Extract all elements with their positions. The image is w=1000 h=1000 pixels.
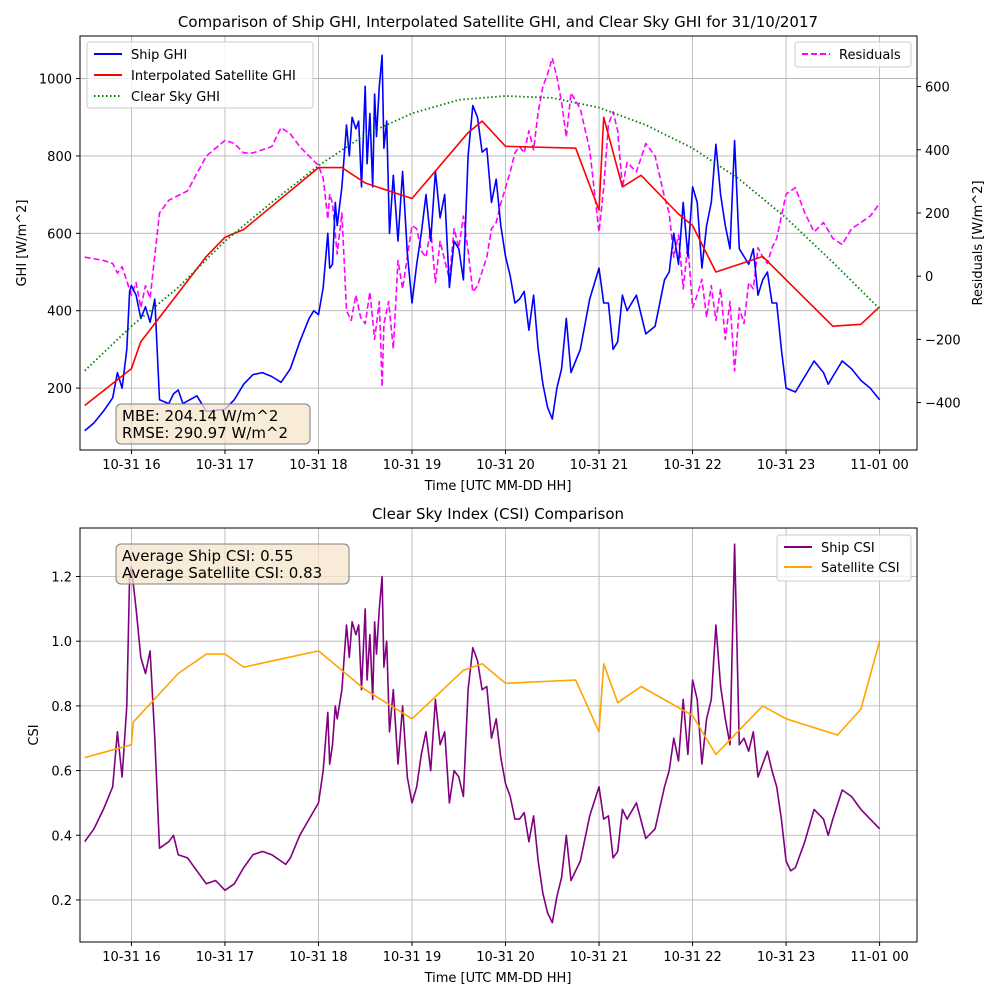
y-tick-label: 1.0 <box>51 635 72 650</box>
series-line-ship-csi <box>84 543 881 924</box>
csi-plot-frame <box>79 527 918 943</box>
y-tick-label: 800 <box>47 150 72 165</box>
y-tick-label: 0.4 <box>51 829 72 844</box>
y2-tick-label: 400 <box>925 144 950 159</box>
series-line-interpolated-satellite-ghi <box>84 116 881 407</box>
legend-label-ship-ghi: Ship GHI <box>131 48 187 63</box>
y2-tick-label: 0 <box>925 270 933 285</box>
x-tick-label: 10-31 20 <box>476 458 534 473</box>
legend-label-satellite-ghi: Interpolated Satellite GHI <box>131 69 296 84</box>
ghi-y-axis-label: GHI [W/m^2] <box>15 199 30 286</box>
legend-label-ship-csi: Ship CSI <box>821 541 875 556</box>
x-tick-label: 11-01 00 <box>850 950 908 965</box>
y-tick-label: 1.2 <box>51 571 72 586</box>
x-tick-label: 10-31 21 <box>570 950 628 965</box>
x-tick-label: 10-31 18 <box>289 950 347 965</box>
series-line-ship-ghi <box>84 54 881 432</box>
y2-tick-label: −200 <box>925 333 961 348</box>
x-tick-label: 10-31 22 <box>663 458 721 473</box>
csi-y-axis-label: CSI <box>27 724 42 745</box>
csi-panel: Clear Sky Index (CSI) Comparison 10-31 1… <box>27 505 918 986</box>
ghi-plot-frame <box>79 35 918 451</box>
avg-ship-csi-text: Average Ship CSI: 0.55 <box>122 547 294 565</box>
legend-label-satellite-csi: Satellite CSI <box>821 561 900 576</box>
rmse-text: RMSE: 290.97 W/m^2 <box>122 424 288 442</box>
x-tick-label: 10-31 17 <box>196 458 254 473</box>
residuals-legend: Residuals <box>794 41 912 68</box>
y-tick-label: 0.8 <box>51 700 72 715</box>
y-tick-label: 0.6 <box>51 765 72 780</box>
y-tick-label: 600 <box>47 227 72 242</box>
csi-chart-title: Clear Sky Index (CSI) Comparison <box>372 505 624 523</box>
avg-satellite-csi-text: Average Satellite CSI: 0.83 <box>122 564 322 582</box>
y-tick-label: 1000 <box>39 73 72 88</box>
series-line-residuals <box>84 57 881 388</box>
x-tick-label: 10-31 16 <box>102 950 160 965</box>
legend-label-residuals: Residuals <box>839 48 901 63</box>
y-tick-label: 400 <box>47 305 72 320</box>
y-tick-label: 200 <box>47 382 72 397</box>
ghi-legend: Ship GHI Interpolated Satellite GHI Clea… <box>86 41 314 109</box>
x-tick-label: 10-31 16 <box>102 458 160 473</box>
csi-legend: Ship CSI Satellite CSI <box>776 534 912 582</box>
csi-x-axis-label: Time [UTC MM-DD HH] <box>424 971 572 986</box>
y2-tick-label: −400 <box>925 397 961 412</box>
ghi-stats-annotation: MBE: 204.14 W/m^2 RMSE: 290.97 W/m^2 <box>115 403 311 445</box>
series-line-clear-sky-ghi <box>84 95 881 372</box>
ghi-x-axis-label: Time [UTC MM-DD HH] <box>424 479 572 494</box>
x-tick-label: 10-31 17 <box>196 950 254 965</box>
residuals-y-axis-label: Residuals [W/m^2] <box>971 180 986 305</box>
y2-tick-label: 600 <box>925 81 950 96</box>
x-tick-label: 11-01 00 <box>850 458 908 473</box>
y-tick-label: 0.2 <box>51 894 72 909</box>
y2-tick-label: 200 <box>925 207 950 222</box>
x-tick-label: 10-31 18 <box>289 458 347 473</box>
x-tick-label: 10-31 22 <box>663 950 721 965</box>
ghi-chart-title: Comparison of Ship GHI, Interpolated Sat… <box>178 13 818 31</box>
x-tick-label: 10-31 21 <box>570 458 628 473</box>
legend-label-clear-sky-ghi: Clear Sky GHI <box>131 90 220 105</box>
x-tick-label: 10-31 20 <box>476 950 534 965</box>
mbe-text: MBE: 204.14 W/m^2 <box>122 407 278 425</box>
csi-stats-annotation: Average Ship CSI: 0.55 Average Satellite… <box>115 543 350 585</box>
ghi-panel: Comparison of Ship GHI, Interpolated Sat… <box>15 13 986 494</box>
series-line-satellite-csi <box>84 640 881 759</box>
x-tick-label: 10-31 19 <box>383 950 441 965</box>
x-tick-label: 10-31 19 <box>383 458 441 473</box>
x-tick-label: 10-31 23 <box>757 950 815 965</box>
x-tick-label: 10-31 23 <box>757 458 815 473</box>
